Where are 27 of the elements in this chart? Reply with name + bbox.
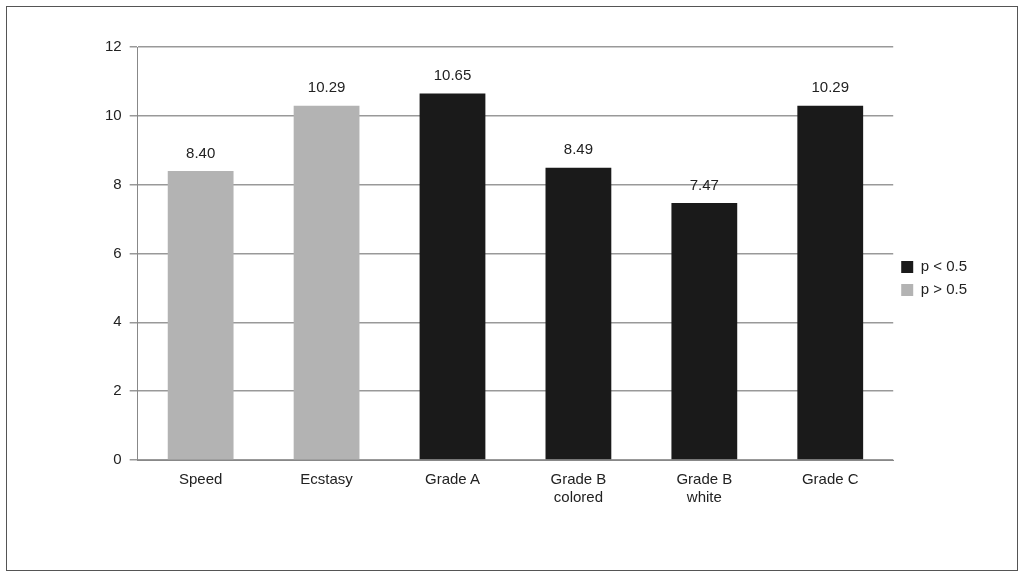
data-label: 10.29 xyxy=(811,78,850,96)
y-tick-label: 0 xyxy=(113,450,122,468)
data-label: 8.49 xyxy=(563,140,594,158)
x-tick-label: Grade B white xyxy=(676,470,733,506)
y-tick-label: 4 xyxy=(113,312,122,330)
x-tick-label: Ecstasy xyxy=(300,470,354,488)
data-label: 10.29 xyxy=(307,78,346,96)
legend-label: p < 0.5 xyxy=(920,257,968,275)
bar xyxy=(797,105,864,460)
legend-label: p > 0.5 xyxy=(920,280,968,298)
bar xyxy=(167,170,234,460)
x-tick-label: Grade A xyxy=(424,470,481,488)
data-label: 10.65 xyxy=(433,66,472,84)
data-label: 8.40 xyxy=(186,143,216,161)
y-tick-label: 8 xyxy=(113,174,122,192)
y-tick-label: 6 xyxy=(113,243,122,261)
y-tick-label: 2 xyxy=(113,381,122,399)
bar xyxy=(419,93,486,460)
x-tick-label: Speed xyxy=(178,470,223,488)
x-tick-label: Grade B colored xyxy=(550,470,607,506)
bar xyxy=(545,167,612,460)
y-tick-label: 12 xyxy=(105,37,122,55)
x-tick-label: Grade C xyxy=(801,470,859,488)
y-tick-label: 10 xyxy=(105,105,122,123)
bar xyxy=(671,202,738,460)
bar xyxy=(293,105,360,460)
data-label: 7.47 xyxy=(689,175,719,193)
